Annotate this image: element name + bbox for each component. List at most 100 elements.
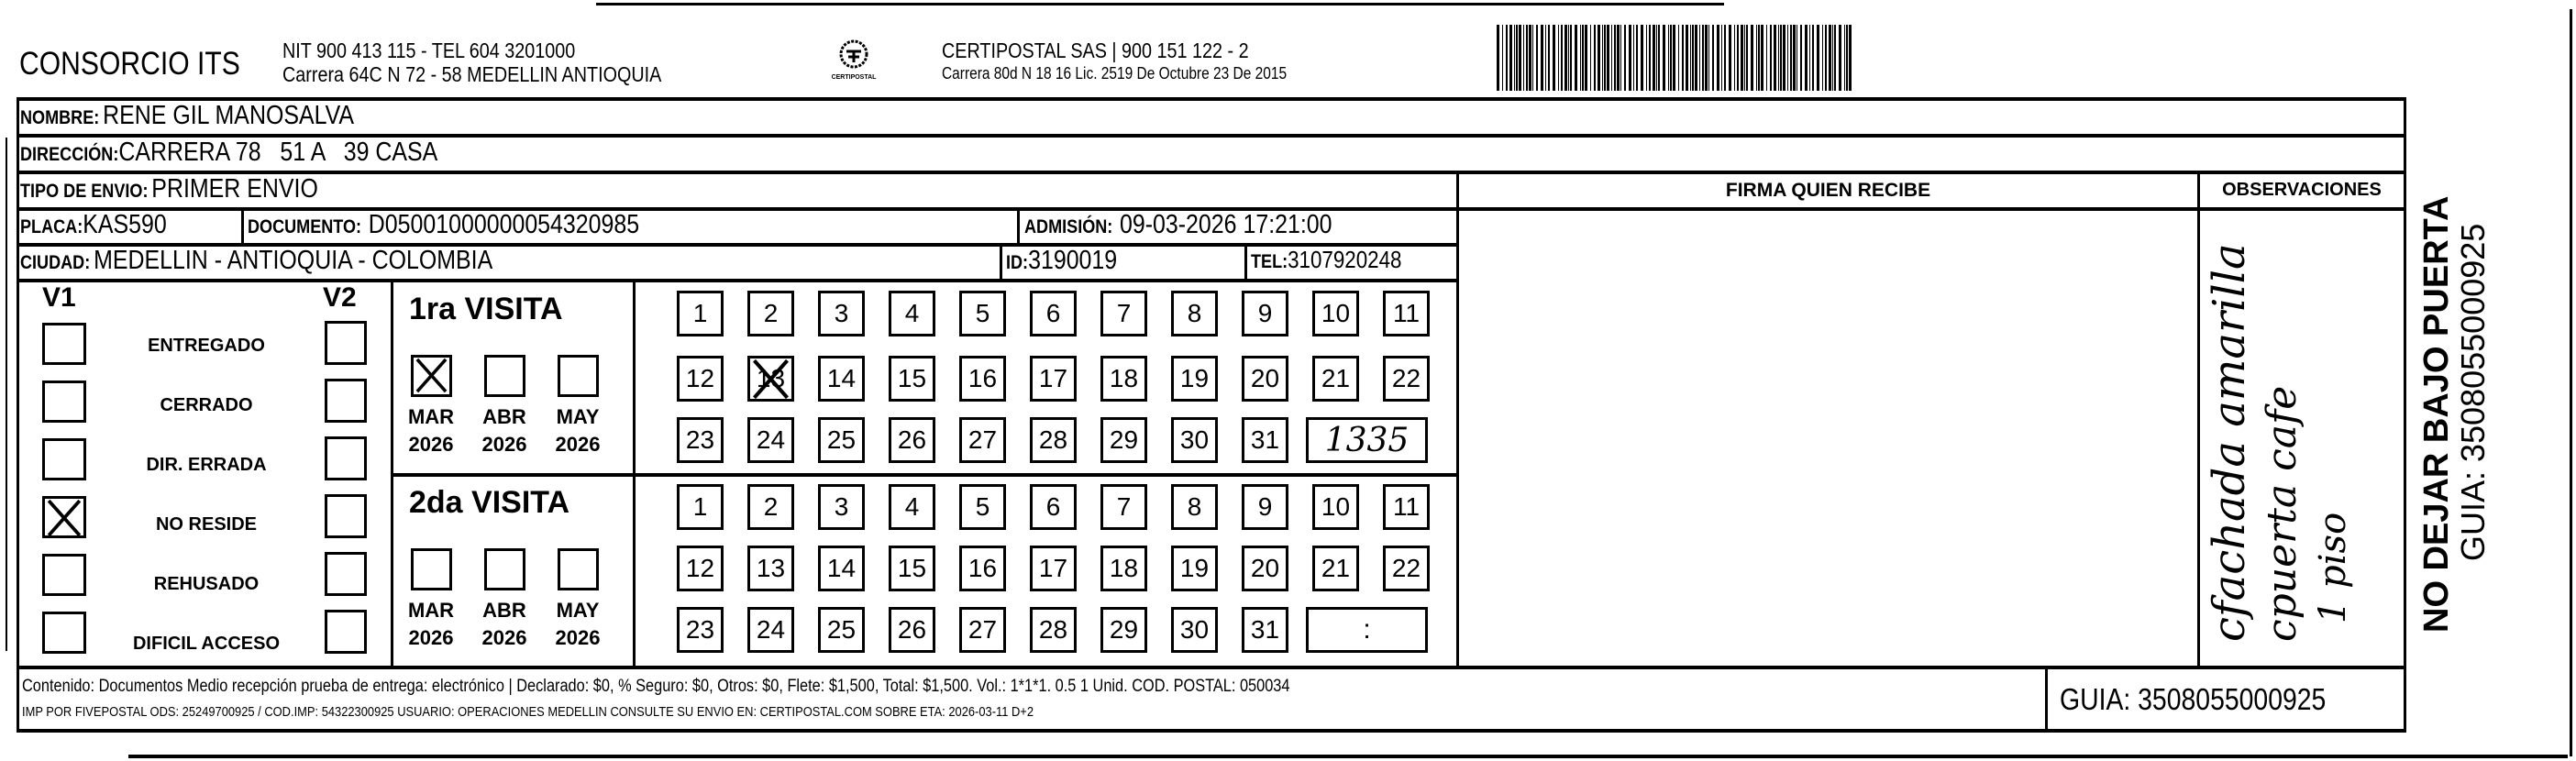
day-checkbox[interactable]: 21 bbox=[1312, 546, 1359, 591]
day-checkbox[interactable]: 22 bbox=[1383, 356, 1430, 402]
day-checkbox[interactable]: 20 bbox=[1242, 356, 1288, 402]
day-checkbox[interactable]: 3 bbox=[818, 484, 865, 530]
v2-checkbox[interactable] bbox=[325, 494, 367, 538]
barcode-bar bbox=[1717, 25, 1719, 91]
day-checkbox[interactable]: 4 bbox=[889, 291, 935, 336]
day-checkbox[interactable]: 27 bbox=[959, 607, 1006, 653]
v2-checkbox[interactable] bbox=[325, 552, 367, 596]
day-checkbox[interactable]: 15 bbox=[889, 356, 935, 402]
barcode-bar bbox=[1778, 25, 1779, 91]
day-checkbox[interactable]: 2 bbox=[747, 484, 794, 530]
day-checkbox[interactable]: 28 bbox=[1030, 417, 1077, 463]
day-checkbox[interactable]: 25 bbox=[818, 607, 865, 653]
month-checkbox[interactable] bbox=[411, 355, 452, 397]
day-checkbox[interactable]: 11 bbox=[1383, 291, 1430, 336]
barcode-bar bbox=[1585, 25, 1587, 91]
time-field[interactable]: 1335 bbox=[1306, 417, 1428, 463]
day-checkbox[interactable]: 11 bbox=[1383, 484, 1430, 530]
day-checkbox[interactable]: 21 bbox=[1312, 356, 1359, 402]
admision-field: ADMISIÓN: 09-03-2026 17:21:00 bbox=[1024, 210, 1332, 239]
month-checkbox[interactable] bbox=[558, 355, 599, 397]
day-checkbox[interactable]: 31 bbox=[1242, 417, 1288, 463]
nombre-field: NOMBRE: RENE GIL MANOSALVA bbox=[20, 101, 355, 130]
day-checkbox[interactable]: 5 bbox=[959, 291, 1006, 336]
day-checkbox[interactable]: 18 bbox=[1100, 546, 1147, 591]
day-checkbox[interactable]: 8 bbox=[1171, 484, 1218, 530]
day-checkbox[interactable]: 1 bbox=[677, 484, 724, 530]
day-checkbox[interactable]: 24 bbox=[747, 607, 794, 653]
day-checkbox[interactable]: 13 bbox=[747, 356, 794, 402]
month-checkbox[interactable] bbox=[484, 548, 525, 590]
day-checkbox[interactable]: 13 bbox=[747, 546, 794, 591]
day-checkbox[interactable]: 16 bbox=[959, 356, 1006, 402]
day-checkbox[interactable]: 4 bbox=[889, 484, 935, 530]
barcode-bar bbox=[1663, 25, 1665, 91]
day-checkbox[interactable]: 31 bbox=[1242, 607, 1288, 653]
day-checkbox[interactable]: 29 bbox=[1100, 417, 1147, 463]
firma-label: FIRMA QUIEN RECIBE bbox=[1725, 180, 1931, 201]
time-field[interactable]: : bbox=[1306, 607, 1428, 653]
observaciones-handwriting: cfachada amarilla cpuerta cafe 1 piso bbox=[2204, 243, 2354, 642]
barcode-bar bbox=[1737, 25, 1739, 91]
company-nit: NIT 900 413 115 - TEL 604 3201000 bbox=[282, 39, 576, 62]
day-checkbox[interactable]: 19 bbox=[1171, 356, 1218, 402]
v1-checkbox[interactable] bbox=[42, 612, 86, 654]
day-checkbox[interactable]: 6 bbox=[1030, 291, 1077, 336]
day-checkbox[interactable]: 17 bbox=[1030, 356, 1077, 402]
barcode-bar bbox=[1692, 25, 1694, 91]
v1-checkbox[interactable] bbox=[42, 554, 86, 596]
day-checkbox[interactable]: 28 bbox=[1030, 607, 1077, 653]
day-checkbox[interactable]: 3 bbox=[818, 291, 865, 336]
day-checkbox[interactable]: 7 bbox=[1100, 291, 1147, 336]
day-checkbox[interactable]: 7 bbox=[1100, 484, 1147, 530]
day-checkbox[interactable]: 19 bbox=[1171, 546, 1218, 591]
day-checkbox[interactable]: 17 bbox=[1030, 546, 1077, 591]
barcode-bar bbox=[1568, 25, 1569, 91]
v1-checkbox[interactable] bbox=[42, 380, 86, 423]
day-checkbox[interactable]: 6 bbox=[1030, 484, 1077, 530]
v2-checkbox[interactable] bbox=[325, 379, 367, 423]
day-checkbox[interactable]: 9 bbox=[1242, 291, 1288, 336]
day-checkbox[interactable]: 8 bbox=[1171, 291, 1218, 336]
day-checkbox[interactable]: 30 bbox=[1171, 417, 1218, 463]
day-checkbox[interactable]: 14 bbox=[818, 546, 865, 591]
row-divider bbox=[17, 171, 2406, 174]
day-checkbox[interactable]: 26 bbox=[889, 417, 935, 463]
month-checkbox[interactable] bbox=[558, 548, 599, 590]
barcode-bar bbox=[1780, 25, 1782, 91]
day-checkbox[interactable]: 1 bbox=[677, 291, 724, 336]
day-checkbox[interactable]: 12 bbox=[677, 356, 724, 402]
v2-checkbox[interactable] bbox=[325, 321, 367, 365]
day-checkbox[interactable]: 15 bbox=[889, 546, 935, 591]
day-checkbox[interactable]: 10 bbox=[1312, 291, 1359, 336]
day-checkbox[interactable]: 12 bbox=[677, 546, 724, 591]
v1-checkbox[interactable] bbox=[42, 496, 86, 538]
day-checkbox[interactable]: 23 bbox=[677, 417, 724, 463]
v2-checkbox[interactable] bbox=[325, 610, 367, 654]
v1-checkbox[interactable] bbox=[42, 323, 86, 365]
day-checkbox[interactable]: 27 bbox=[959, 417, 1006, 463]
day-checkbox[interactable]: 14 bbox=[818, 356, 865, 402]
day-checkbox[interactable]: 25 bbox=[818, 417, 865, 463]
day-checkbox[interactable]: 22 bbox=[1383, 546, 1430, 591]
barcode-bar bbox=[1829, 25, 1831, 91]
day-checkbox[interactable]: 16 bbox=[959, 546, 1006, 591]
barcode-bar bbox=[1793, 25, 1796, 91]
day-checkbox[interactable]: 10 bbox=[1312, 484, 1359, 530]
v1-checkbox[interactable] bbox=[42, 438, 86, 480]
month-checkbox[interactable] bbox=[484, 355, 525, 397]
day-checkbox[interactable]: 29 bbox=[1100, 607, 1147, 653]
day-checkbox[interactable]: 23 bbox=[677, 607, 724, 653]
day-checkbox[interactable]: 24 bbox=[747, 417, 794, 463]
day-checkbox[interactable]: 26 bbox=[889, 607, 935, 653]
day-checkbox[interactable]: 18 bbox=[1100, 356, 1147, 402]
day-checkbox[interactable]: 30 bbox=[1171, 607, 1218, 653]
barcode-bar bbox=[1558, 25, 1559, 91]
day-checkbox[interactable]: 9 bbox=[1242, 484, 1288, 530]
firma-area[interactable] bbox=[1459, 211, 2197, 666]
day-checkbox[interactable]: 20 bbox=[1242, 546, 1288, 591]
month-checkbox[interactable] bbox=[411, 548, 452, 590]
day-checkbox[interactable]: 5 bbox=[959, 484, 1006, 530]
v2-checkbox[interactable] bbox=[325, 436, 367, 480]
day-checkbox[interactable]: 2 bbox=[747, 291, 794, 336]
